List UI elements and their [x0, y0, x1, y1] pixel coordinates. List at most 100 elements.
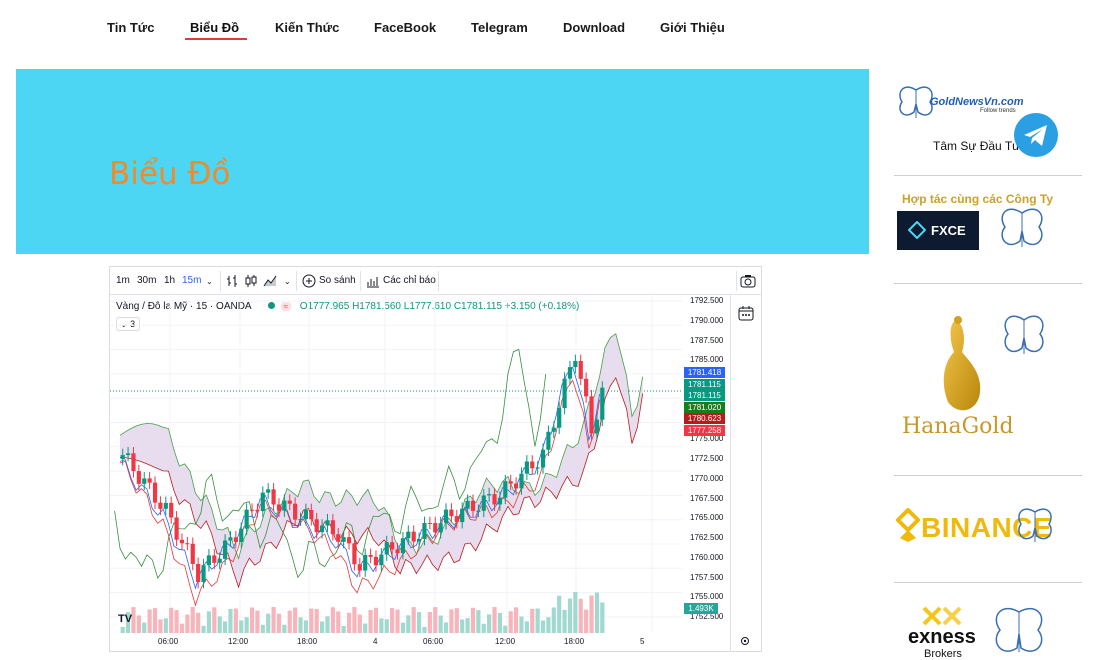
settings-gear-icon[interactable] [739, 635, 751, 647]
volume-bar [266, 613, 271, 633]
hanagold-peacock-icon[interactable] [928, 312, 988, 422]
volume-bar [400, 622, 406, 633]
candle-body [142, 478, 147, 484]
nav-item-tin-tuc[interactable]: Tin Tức [107, 20, 155, 35]
volume-bar [346, 612, 352, 633]
nav-item-bieu-do[interactable]: Biểu Đồ [190, 20, 240, 35]
volume-bar [551, 607, 556, 633]
volume-bar [201, 625, 206, 633]
volume-bar [411, 607, 416, 633]
volume-bar [169, 607, 174, 633]
candle-chart-type-icon[interactable] [244, 274, 258, 288]
candle-body [152, 482, 158, 503]
volume-bar [465, 618, 470, 633]
candle-body [190, 543, 195, 564]
nav-item-facebook[interactable]: FaceBook [374, 20, 437, 35]
volume-bar [179, 623, 185, 633]
price-plot-area[interactable] [110, 295, 682, 633]
volume-bar [503, 625, 508, 633]
candle-body [584, 378, 589, 397]
candle-body [524, 461, 529, 474]
volume-bar [584, 609, 589, 633]
hanagold-logo-text[interactable]: HanaGold [902, 414, 1014, 439]
tradingview-chart-widget[interactable]: 1m 30m 1h 15m ⌄ ⌄ So sánh Các chỉ báo Và… [109, 266, 762, 652]
compare-button[interactable]: So sánh [319, 275, 356, 286]
nav-active-underline [185, 38, 247, 40]
candle-body [427, 523, 432, 525]
volume-bar [363, 623, 368, 633]
volume-bar [449, 609, 454, 633]
volume-bar [557, 595, 562, 633]
candle-body [503, 481, 508, 498]
tradingview-logo[interactable]: TV [118, 613, 133, 625]
goldnews-butterfly-logo-icon[interactable] [896, 84, 936, 122]
telegram-icon[interactable] [1013, 112, 1059, 158]
price-label-tag: 1777.258 [684, 424, 725, 436]
candle-body [470, 500, 476, 511]
candle-body [460, 508, 465, 523]
time-tick-label: 5 [640, 637, 645, 646]
legend-collapse-button[interactable]: ⌄ 3 [116, 317, 140, 331]
volume-bar [530, 608, 535, 633]
partners-title: Hợp tác cùng các Công Ty [902, 192, 1053, 206]
volume-bar [255, 610, 260, 633]
time-axis[interactable]: 06:00 12:00 18:00 4 06:00 12:00 18:00 5 [110, 633, 730, 651]
candle-body [336, 534, 341, 542]
volume-bar [185, 614, 190, 633]
chevron-down-icon: ⌄ [120, 319, 128, 329]
right-toolbar-strip [730, 295, 761, 651]
volume-bar [325, 616, 330, 633]
area-chart-type-icon[interactable] [263, 274, 277, 288]
interval-30m-button[interactable]: 30m [137, 275, 157, 286]
chikou-span [114, 348, 547, 579]
price-axis[interactable]: 1792.500 1790.000 1787.500 1785.000 1775.000… [682, 295, 730, 651]
volume-bar [546, 617, 551, 633]
price-tick-label: 1785.000 [690, 355, 724, 365]
bar-chart-type-icon[interactable] [226, 274, 240, 288]
interval-1h-button[interactable]: 1h [164, 275, 176, 286]
compare-plus-icon[interactable] [302, 274, 316, 288]
camera-snapshot-icon[interactable] [740, 273, 756, 289]
indicators-icon[interactable] [366, 274, 380, 288]
nav-item-download[interactable]: Download [563, 20, 626, 35]
candle-body [244, 509, 249, 529]
candle-body [379, 554, 384, 566]
candle-body [303, 509, 309, 520]
volume-bar [190, 607, 195, 633]
calendar-goto-date-icon[interactable] [738, 305, 754, 321]
candle-body [352, 543, 357, 565]
tam-su-dau-tu-label[interactable]: Tâm Sự Đầu Tư [933, 139, 1021, 153]
interval-15m-button[interactable]: 15m [182, 275, 202, 286]
price-tick-label: 1767.500 [690, 493, 724, 503]
candle-body [363, 554, 368, 571]
candle-body [158, 502, 163, 509]
time-tick-label: 12:00 [228, 637, 249, 646]
candle-body [212, 555, 217, 563]
volume-bar [222, 621, 228, 633]
chart-type-chevron-down-icon[interactable]: ⌄ [284, 277, 291, 286]
candle-body [163, 502, 168, 509]
volume-bar [228, 608, 233, 633]
volume-bar [600, 602, 605, 633]
volume-bar [314, 609, 319, 633]
candle-body [228, 537, 233, 541]
volume-label-tag: 1.493K [684, 603, 718, 614]
candle-body [589, 396, 594, 434]
indicators-button[interactable]: Các chỉ báo [383, 275, 436, 286]
top-navigation: Tin Tức Biểu Đồ Kiến Thức FaceBook Teleg… [0, 0, 1106, 60]
volume-bar [406, 615, 411, 633]
volume-bar [330, 607, 335, 633]
nav-item-telegram[interactable]: Telegram [471, 20, 528, 35]
interval-1m-button[interactable]: 1m [116, 275, 130, 286]
sidebar-divider [894, 582, 1082, 583]
nav-item-kien-thuc[interactable]: Kiến Thức [275, 20, 340, 35]
volume-bar [454, 608, 459, 633]
nav-item-gioi-thieu[interactable]: Giới Thiệu [660, 20, 725, 35]
candle-body [400, 538, 406, 554]
interval-chevron-down-icon[interactable]: ⌄ [206, 277, 213, 286]
exness-logo-text[interactable]: exness [908, 626, 976, 648]
candle-body [131, 453, 136, 472]
price-tick-label: 1772.500 [690, 454, 724, 463]
goldnews-logo-text: GoldNewsVn.com [930, 96, 1024, 108]
volume-bar [158, 619, 163, 633]
